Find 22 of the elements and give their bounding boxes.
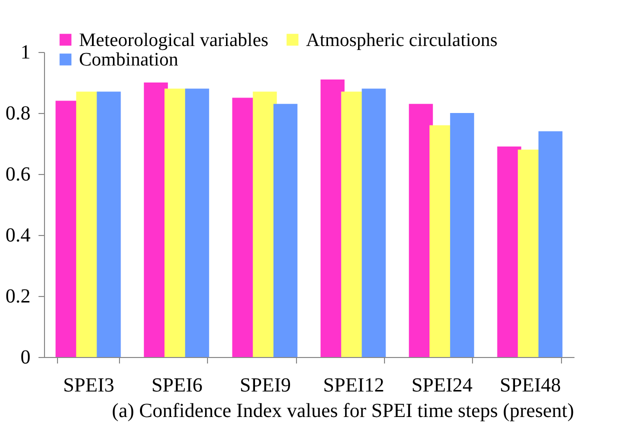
text: (a) Confidence Index values for SPEI time steps (present) [112,400,574,422]
y-tick-label: 0 [20,346,30,368]
y-tick-label: 1 [20,42,30,64]
y-tick-label: 0.8 [6,102,30,124]
bar [538,131,562,357]
x-tick-label: SPEI24 [411,374,473,396]
bar [273,104,298,357]
bar [96,92,121,357]
x-tick-label: SPEI12 [323,374,384,396]
legend-label: Combination [79,50,179,70]
x-tick-label: SPEI9 [240,374,291,396]
bar [450,113,474,357]
x-tick-label: SPEI3 [63,374,114,396]
y-tick-label: 0.6 [6,164,30,186]
x-tick-label: SPEI48 [500,374,561,396]
legend-label: Meteorological variables [79,30,268,51]
bar [362,88,386,357]
y-tick-label: 0.4 [6,224,30,246]
legend-label: Atmospheric circulations [306,30,498,51]
x-tick-label: SPEI6 [151,374,203,396]
y-tick-label: 0.2 [6,286,30,308]
bar [185,88,210,357]
